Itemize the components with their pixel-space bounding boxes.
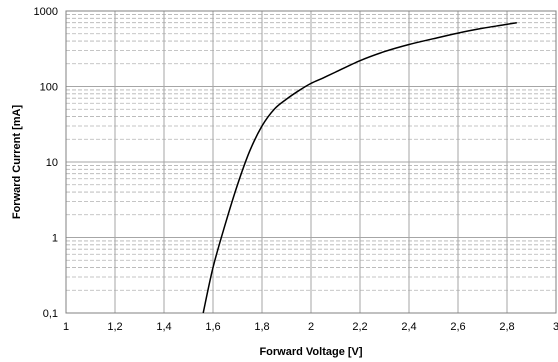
y-axis-title: Forward Current [mA] [11,105,23,220]
x-tick-label: 1,2 [107,321,122,333]
x-tick-label: 1 [63,321,69,333]
plot-border [65,10,557,314]
series-line-0 [202,21,517,314]
y-tick-label: 1 [52,233,58,245]
series-layer [202,21,517,314]
y-tick-label: 1000 [34,6,58,18]
x-axis-ticks: 1 1,2 1,4 1,6 1,8 2 2,2 2,4 2,6 2,8 3 [63,321,558,333]
x-tick-label: 3 [553,321,558,333]
plot-frame [65,10,557,314]
y-axis-ticks: 0,1 1 10 100 1000 [34,6,58,320]
x-tick-label: 2,2 [352,321,367,333]
x-tick-label: 2,8 [499,321,514,333]
y-tick-label: 100 [40,82,58,94]
x-tick-label: 2,4 [401,321,416,333]
x-tick-label: 1,4 [156,321,171,333]
x-tick-label: 2,6 [450,321,465,333]
x-tick-label: 1,8 [254,321,269,333]
x-axis-title: Forward Voltage [V] [259,346,362,358]
y-tick-label: 10 [46,157,58,169]
x-tick-label: 1,6 [205,321,220,333]
y-tick-label: 0,1 [43,308,58,320]
x-tick-label: 2 [308,321,314,333]
grid [65,10,557,314]
